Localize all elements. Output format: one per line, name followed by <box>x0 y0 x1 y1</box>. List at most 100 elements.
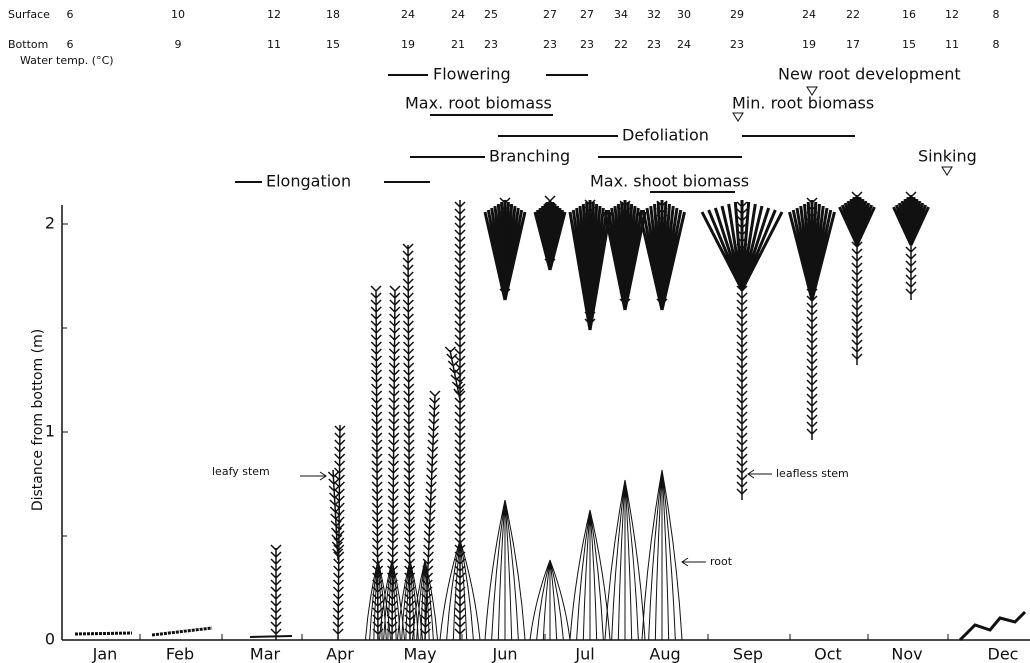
stem <box>327 469 344 561</box>
phase-label: Max. root biomass <box>405 94 552 113</box>
stem <box>851 241 863 365</box>
temp-value: 23 <box>580 38 594 51</box>
temp-value: 15 <box>326 38 340 51</box>
stem <box>806 295 818 440</box>
temp-value: 23 <box>543 38 557 51</box>
annotation: leafless stem <box>776 467 849 480</box>
y-tick-label: 1 <box>45 422 55 441</box>
temp-value: 22 <box>614 38 628 51</box>
temp-value: 24 <box>451 8 465 21</box>
stem <box>332 424 346 641</box>
month-label: Aug <box>649 645 680 663</box>
y-tick-label: 2 <box>45 214 55 233</box>
arrow <box>747 469 772 479</box>
roots <box>379 559 405 641</box>
row-label: Surface <box>8 8 50 21</box>
stem <box>806 197 818 300</box>
temp-value: 23 <box>647 38 661 51</box>
temp-value: 21 <box>451 38 465 51</box>
month-label: Mar <box>250 645 281 663</box>
month-label: May <box>403 645 436 663</box>
stem <box>851 191 863 245</box>
crown <box>603 200 647 311</box>
annotation: root <box>710 555 733 568</box>
marker <box>732 112 744 122</box>
stem <box>656 200 668 310</box>
temp-value: 24 <box>677 38 691 51</box>
arrow <box>681 557 706 567</box>
y-tick-label: 0 <box>45 630 55 649</box>
temp-value: 17 <box>846 38 860 51</box>
stem <box>905 245 917 300</box>
temp-value: 30 <box>677 8 691 21</box>
plants <box>74 191 1027 642</box>
temp-value: 11 <box>267 38 281 51</box>
month-label: Jul <box>574 645 594 663</box>
stem <box>499 197 511 300</box>
arrow <box>300 471 327 481</box>
month-label: Jun <box>492 645 518 663</box>
temp-value: 18 <box>326 8 340 21</box>
stem <box>584 199 596 330</box>
roots <box>604 479 646 641</box>
marker <box>806 86 818 96</box>
phase-label: Sinking <box>918 147 977 166</box>
temp-value: 6 <box>67 8 74 21</box>
month-label: Sep <box>733 645 763 663</box>
temp-value: 23 <box>484 38 498 51</box>
temp-value: 10 <box>171 8 185 21</box>
roots <box>484 499 526 641</box>
roots <box>397 559 423 641</box>
phase-label: Flowering <box>433 65 511 84</box>
roots <box>365 559 391 641</box>
stem <box>736 285 748 500</box>
phase-label: Max. shoot biomass <box>590 172 749 191</box>
temp-value: 9 <box>175 38 182 51</box>
temp-value: 16 <box>902 8 916 21</box>
roots <box>412 559 438 641</box>
temp-value: 27 <box>543 8 557 21</box>
y-axis-label: Distance from bottom (m) <box>30 329 46 511</box>
temp-value: 29 <box>730 8 744 21</box>
temp-value: 11 <box>945 38 959 51</box>
temp-value: 6 <box>67 38 74 51</box>
crown <box>638 200 686 311</box>
shoot <box>151 626 213 637</box>
phase-label: Branching <box>489 147 570 166</box>
month-label: Nov <box>891 645 922 663</box>
month-label: Feb <box>166 645 194 663</box>
temp-value: 22 <box>846 8 860 21</box>
roots <box>529 559 571 641</box>
temp-value: 23 <box>730 38 744 51</box>
phase-label: Min. root biomass <box>732 94 874 113</box>
shoot <box>74 631 133 636</box>
stem <box>619 200 631 310</box>
marker <box>941 166 953 176</box>
stem <box>905 191 917 245</box>
annotation: leafy stem <box>212 465 270 478</box>
temp-value: 24 <box>401 8 415 21</box>
temp-value: 24 <box>802 8 816 21</box>
temp-value: 27 <box>580 8 594 21</box>
temp-value: 19 <box>401 38 415 51</box>
stem <box>270 544 282 640</box>
temp-value: 25 <box>484 8 498 21</box>
phase-label: Defoliation <box>622 126 709 145</box>
shoot <box>249 635 293 638</box>
row-label: Bottom <box>8 38 48 51</box>
stem <box>444 346 465 401</box>
temp-value: 15 <box>902 38 916 51</box>
month-label: Jan <box>92 645 118 663</box>
temp-value: 34 <box>614 8 628 21</box>
temp-value: 32 <box>647 8 661 21</box>
roots <box>569 509 611 641</box>
stem <box>736 200 748 290</box>
temp-value: 12 <box>267 8 281 21</box>
temp-value: 12 <box>945 8 959 21</box>
caption: Water temp. (°C) <box>20 54 114 67</box>
roots <box>439 539 481 641</box>
temp-value: 19 <box>802 38 816 51</box>
month-label: Oct <box>814 645 842 663</box>
roots <box>641 469 683 641</box>
